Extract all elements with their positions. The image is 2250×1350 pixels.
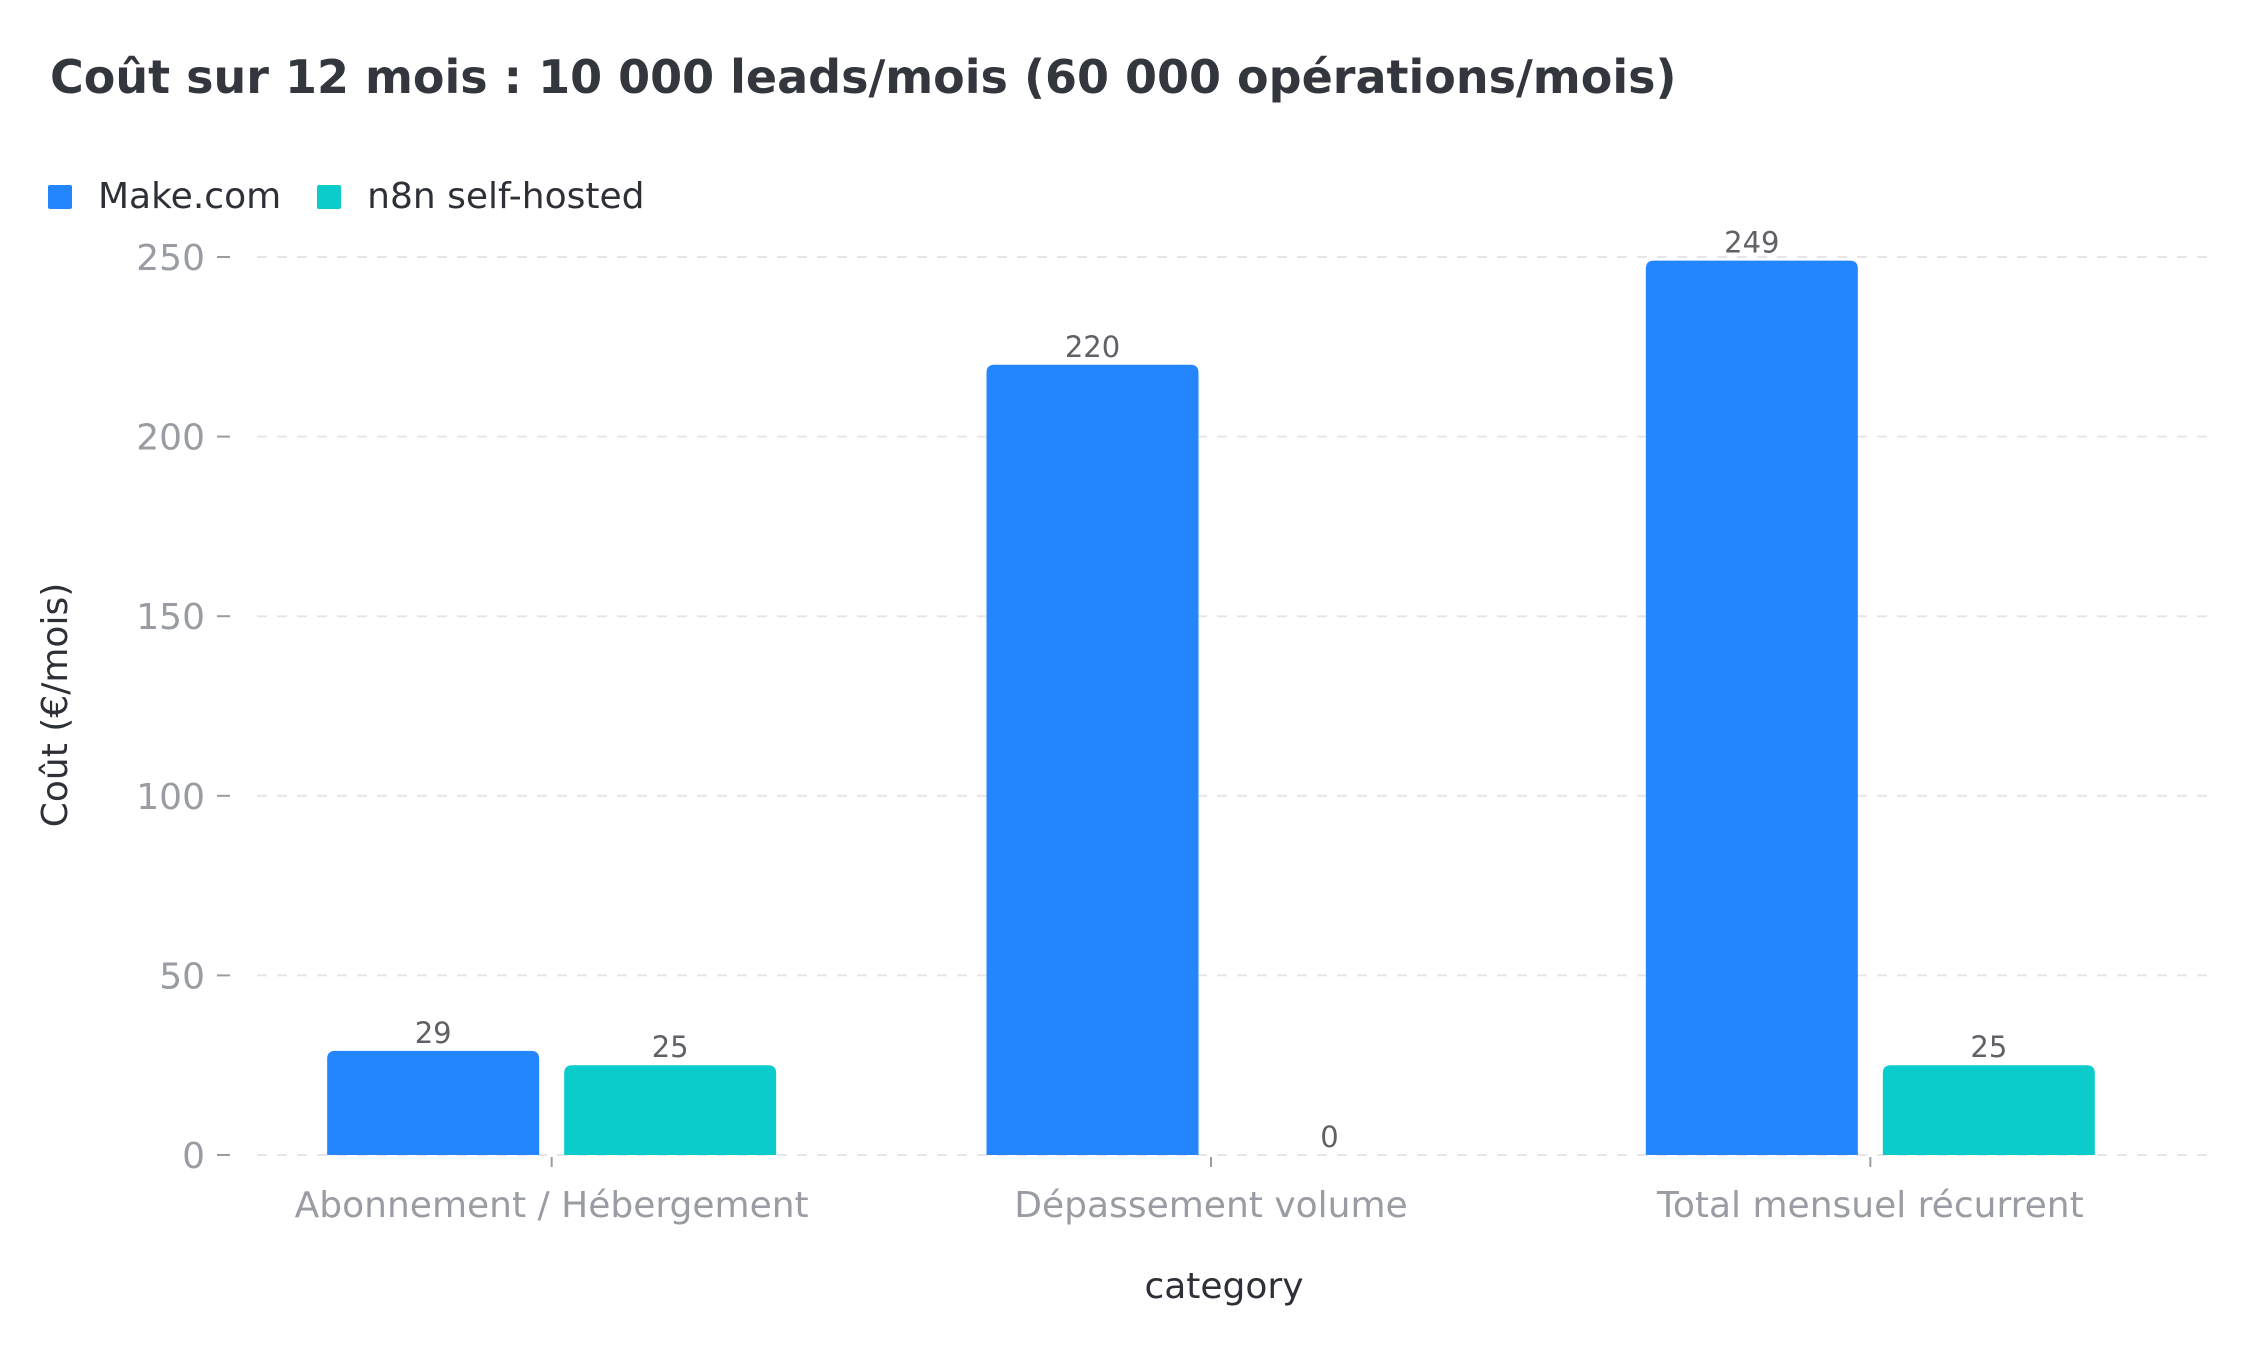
- legend-swatch-n8n: [317, 184, 342, 209]
- bar: [564, 1065, 777, 1155]
- bar: [1882, 1065, 2095, 1155]
- gridlines: [257, 256, 2210, 1156]
- x-axis-title: category: [1144, 1266, 1303, 1307]
- bar: [327, 1050, 540, 1155]
- y-tick-label: 100: [136, 777, 205, 818]
- x-tick-label: Abonnement / Hébergement: [295, 1185, 809, 1226]
- legend-item-n8n: n8n self-hosted: [317, 176, 644, 217]
- legend: Make.com n8n self-hosted: [48, 176, 680, 217]
- legend-label-make: Make.com: [98, 176, 282, 217]
- x-tick-label: Dépassement volume: [1014, 1185, 1407, 1226]
- y-tick-label: 150: [136, 597, 205, 638]
- legend-swatch-make: [48, 184, 72, 209]
- chart-title: Coût sur 12 mois : 10 000 leads/mois (60…: [50, 50, 1677, 104]
- x-axis: Abonnement / Hébergement Dépassement volu…: [295, 1157, 2084, 1226]
- bar: [986, 364, 1199, 1155]
- bar-value-label: 25: [652, 1030, 689, 1064]
- bars: [327, 260, 2095, 1155]
- legend-label-n8n: n8n self-hosted: [367, 176, 645, 217]
- x-tick-label: Total mensuel récurrent: [1656, 1185, 2084, 1226]
- y-tick-label: 50: [159, 956, 205, 997]
- bar-value-label: 0: [1320, 1120, 1338, 1154]
- bar-value-label: 249: [1724, 226, 1779, 260]
- y-tick-label: 0: [182, 1136, 205, 1177]
- legend-item-make: Make.com: [48, 176, 281, 217]
- bar-value-label: 29: [415, 1016, 452, 1050]
- y-tick-label: 250: [136, 238, 205, 279]
- y-tick-label: 200: [136, 418, 205, 459]
- y-axis-title: Coût (€/mois): [35, 583, 76, 828]
- bar-value-label: 220: [1065, 330, 1120, 364]
- bar-value-label: 25: [1970, 1030, 2007, 1064]
- data-labels: 29 25 220 0 249 25: [415, 226, 2008, 1154]
- y-axis: 0 50 100 150 200 250: [136, 238, 230, 1177]
- bar: [1645, 260, 1858, 1155]
